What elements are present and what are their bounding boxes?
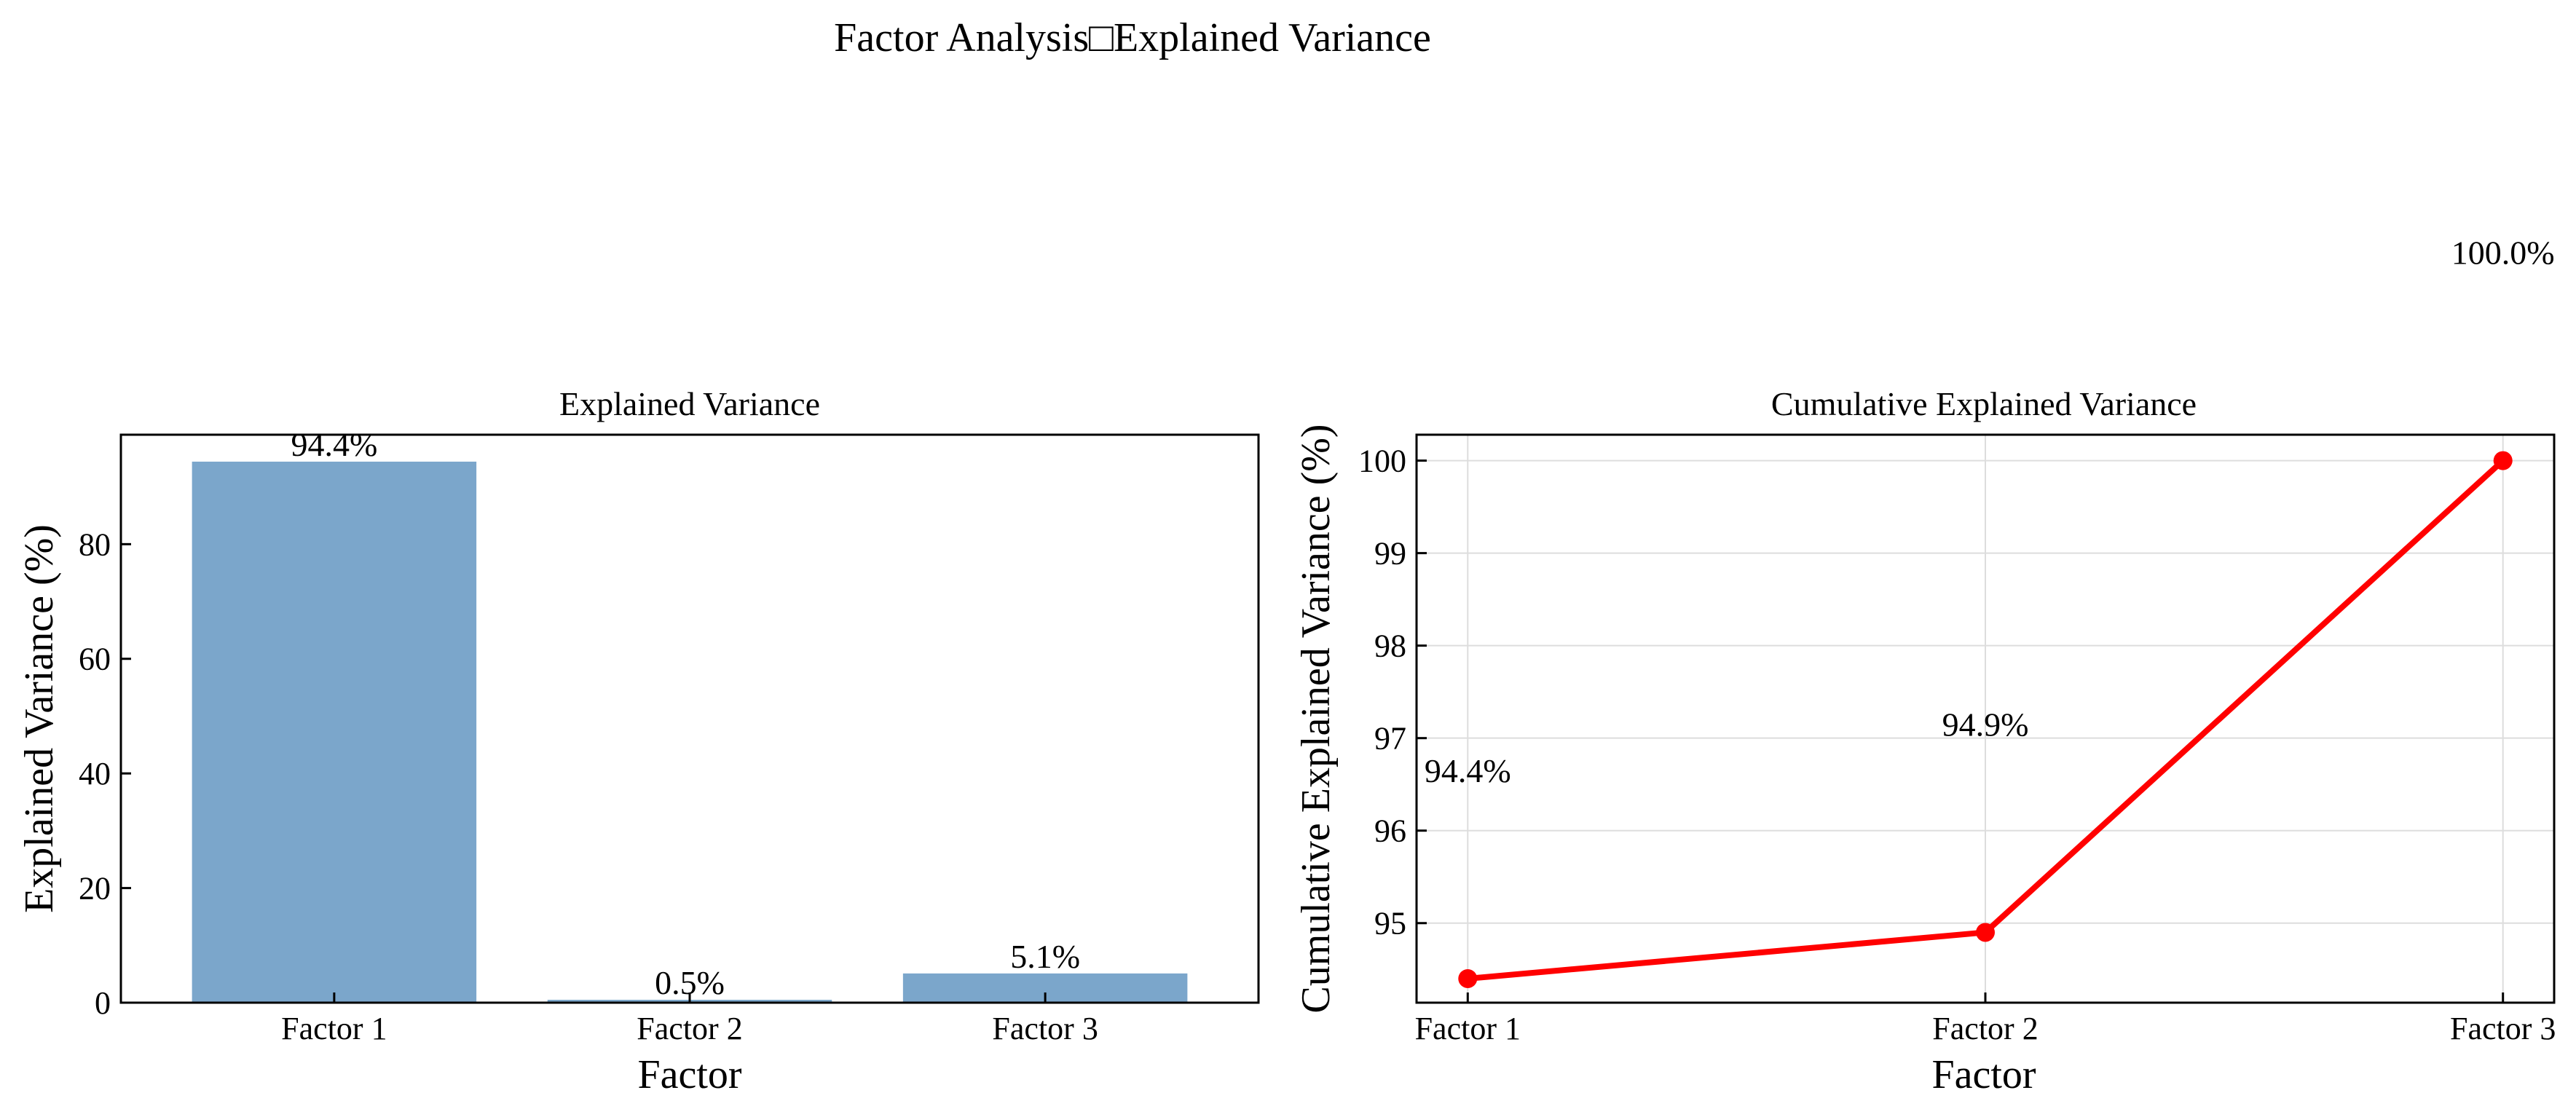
line-y-tick-label: 95	[1374, 906, 1406, 942]
bar-y-ticks: 0 20 40 60 80	[79, 526, 131, 1021]
bar-x-tick-label: Factor 1	[281, 1011, 387, 1046]
line-x-tick-label: Factor 2	[1932, 1011, 2038, 1046]
line-data-label: 94.4%	[1425, 752, 1511, 789]
line-points	[1458, 451, 2513, 988]
bar-y-tick-label: 60	[79, 642, 111, 677]
bar-series	[192, 461, 1188, 1003]
bar-chart-title: Explained Variance	[559, 385, 820, 422]
bar-plot-frame	[119, 433, 1260, 1004]
line-y-tick-label: 96	[1374, 813, 1406, 849]
bar-x-axis-label: Factor	[637, 1052, 741, 1097]
line-y-ticks: 95 96 97 98 99 100	[1358, 443, 1427, 942]
line-y-tick-label: 98	[1374, 628, 1406, 664]
bar-data-labels: 94.4% 0.5% 5.1%	[291, 426, 1080, 1001]
line-y-tick-label: 99	[1374, 536, 1406, 572]
bar-y-tick-label: 20	[79, 871, 111, 907]
line-y-axis-label: Cumulative Explained Variance (%)	[1293, 424, 1339, 1013]
line-data-label: 100.0%	[2451, 234, 2555, 272]
bar-data-label: 5.1%	[1010, 938, 1080, 975]
line-x-tick-label: Factor 1	[1415, 1011, 1521, 1046]
bar-data-label: 94.4%	[291, 426, 377, 463]
bar-y-axis-label: Explained Variance (%)	[17, 524, 62, 913]
line-point	[2493, 451, 2513, 470]
figure-title: Factor Analysis□Explained Variance	[834, 15, 1431, 60]
line-chart-title: Cumulative Explained Variance	[1771, 385, 2197, 422]
line-plot-frame	[1415, 433, 2556, 1004]
line-grid	[1417, 435, 2554, 1003]
bar-y-tick-label: 0	[95, 985, 111, 1021]
line-x-axis-label: Factor	[1931, 1052, 2036, 1097]
bar-y-tick-label: 40	[79, 756, 111, 792]
line-y-tick-label: 97	[1374, 721, 1406, 757]
line-point	[1458, 968, 1478, 988]
bar-data-label: 0.5%	[655, 964, 725, 1001]
line-data-label: 94.9%	[1942, 706, 2029, 743]
bar-y-tick-label: 80	[79, 526, 111, 562]
line-x-ticks: Factor 1 Factor 2 Factor 3	[1415, 992, 2556, 1046]
line-chart-panel: Cumulative Explained Variance 95 96 97 98 99…	[1293, 234, 2556, 1097]
bar-x-tick-label: Factor 2	[637, 1011, 742, 1046]
line-data-labels: 94.4% 94.9% 100.0%	[1425, 234, 2555, 789]
bar-x-ticks: Factor 1 Factor 2 Factor 3	[281, 992, 1098, 1046]
line-point	[1976, 923, 1995, 942]
line-x-tick-label: Factor 3	[2450, 1011, 2556, 1046]
line-y-tick-label: 100	[1358, 443, 1406, 479]
bar-x-tick-label: Factor 3	[992, 1011, 1098, 1046]
bar	[192, 461, 477, 1003]
